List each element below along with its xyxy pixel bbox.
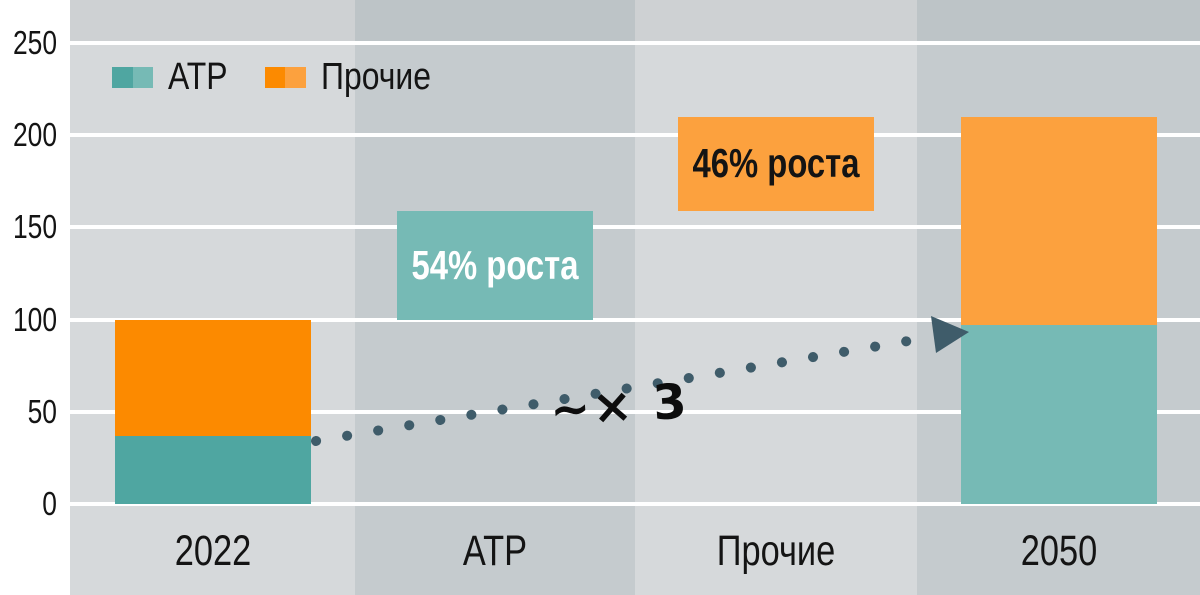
- gridline-250: [70, 40, 1200, 45]
- y-axis-label-200: 200: [12, 116, 58, 154]
- y-axis-label-150: 150: [12, 208, 58, 246]
- gridline-200: [70, 133, 1200, 138]
- bar-АТР-segment-АТР: 54% роста: [397, 210, 593, 320]
- x-axis-label-Прочие: Прочие: [716, 527, 836, 575]
- legend-label-prochie: Прочие: [320, 56, 431, 98]
- legend-swatch-atr-dark: [112, 66, 133, 88]
- growth-label-АТР: 54% роста: [411, 241, 579, 288]
- legend-swatch-prochie-dark: [264, 66, 286, 88]
- y-axis-label-50: 50: [27, 392, 57, 430]
- legend-swatch-prochie-light: [285, 66, 306, 88]
- bar-2050-segment-Прочие: [960, 116, 1157, 326]
- legend-swatch-atr-light: [132, 66, 153, 88]
- legend: АТР Прочие: [112, 57, 478, 97]
- bar-2022-segment-Прочие: [114, 319, 311, 436]
- annotation-x3: ~× 3: [548, 373, 691, 439]
- x-axis-label-2050: 2050: [1020, 527, 1097, 575]
- x-axis-label-2022: 2022: [174, 527, 251, 575]
- legend-swatch-prochie: [264, 66, 306, 88]
- x-axis-label-АТР: АТР: [462, 527, 528, 575]
- legend-swatch-atr: [112, 66, 153, 88]
- top-shade: [70, 0, 1200, 43]
- y-axis-label-100: 100: [12, 300, 58, 338]
- bar-2022-segment-АТР: [114, 435, 311, 504]
- growth-label-Прочие: 46% роста: [692, 140, 860, 187]
- y-axis-label-0: 0: [42, 485, 57, 522]
- legend-label-atr: АТР: [168, 56, 228, 98]
- gridline-100: [70, 317, 1200, 322]
- column-band-prochie: [635, 0, 917, 595]
- y-axis-label-250: 250: [12, 23, 58, 61]
- bar-2050-segment-АТР: [960, 325, 1157, 504]
- bar-Прочие-segment-Прочие: 46% роста: [678, 116, 874, 211]
- gridline-0: [70, 502, 1200, 506]
- gridline-150: [70, 225, 1200, 230]
